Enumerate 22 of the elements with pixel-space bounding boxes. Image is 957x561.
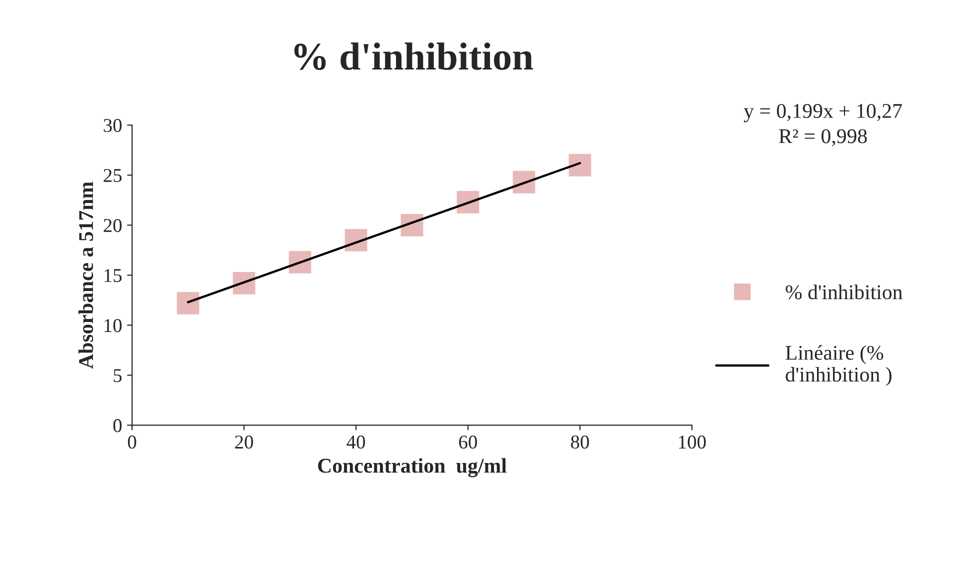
legend-label: % d'inhibition <box>786 284 902 300</box>
x-tick-label: 40 <box>346 436 365 449</box>
y-tick-label: 15 <box>104 269 122 282</box>
legend-label: Linéaire (% d'inhibition ) <box>786 345 892 386</box>
x-tick-label: 0 <box>128 436 136 449</box>
y-tick-label: 30 <box>104 118 122 132</box>
x-tick-label: 20 <box>235 436 254 449</box>
x-tick-label: 80 <box>570 436 589 449</box>
point <box>176 292 200 314</box>
x-tick-label: 100 <box>679 436 706 449</box>
y-tick-label: 25 <box>104 168 122 182</box>
y-tick-label: 10 <box>104 319 122 332</box>
y-tick-label: 0 <box>113 419 122 432</box>
chart-title: % d'inhibition <box>294 42 533 70</box>
y-axis-title: Absorbance a 517nm <box>78 182 94 369</box>
point <box>568 154 592 176</box>
text: R² = 0,998 <box>779 129 867 146</box>
text: y = 0,199x + 10,27 <box>744 104 902 122</box>
x-axis-title: Concentration ug/ml <box>318 458 507 478</box>
x-tick-label: 60 <box>459 436 477 449</box>
y-tick-label: 20 <box>104 218 122 232</box>
y-tick-label: 5 <box>114 369 122 382</box>
